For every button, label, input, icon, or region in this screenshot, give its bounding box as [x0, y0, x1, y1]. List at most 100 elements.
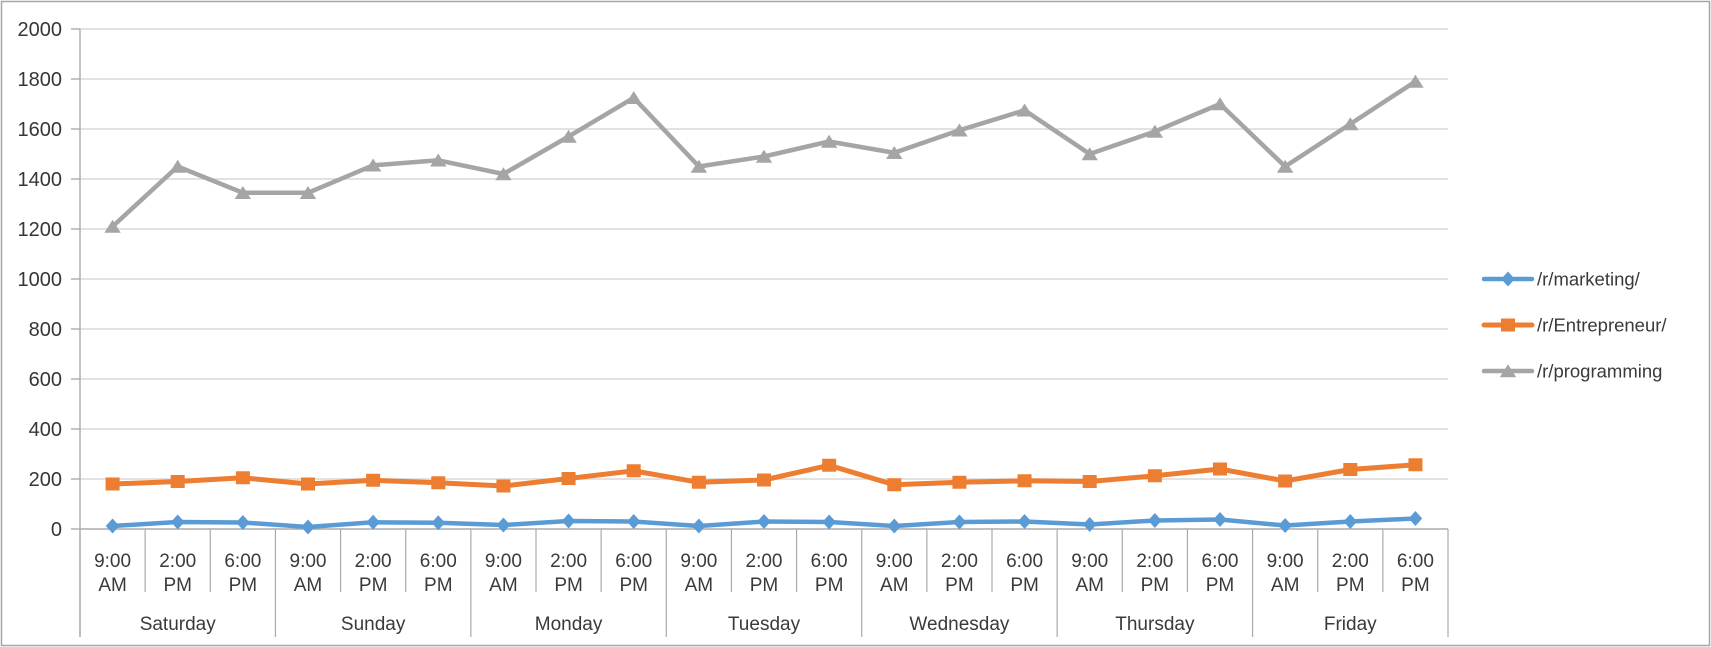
y-axis-tick-label: 1400: [18, 169, 63, 191]
category-separators: [79, 529, 1449, 637]
data-point: [887, 478, 902, 492]
data-point: [169, 159, 186, 173]
y-axis-tick-label: 1000: [18, 269, 63, 291]
y-axis-tick-label: 800: [29, 319, 62, 341]
time-tick-label: 9:00: [485, 551, 522, 572]
data-point: [105, 477, 120, 491]
time-tick-label: AM: [489, 575, 518, 596]
data-point: [952, 514, 967, 530]
legend-label-entrepreneur: /r/Entrepreneur/: [1537, 315, 1667, 336]
time-tick-label: PM: [815, 575, 844, 596]
time-tick-label: AM: [294, 575, 323, 596]
time-tick-label: PM: [554, 575, 583, 596]
time-tick-label: 2:00: [550, 551, 587, 572]
data-point: [822, 458, 837, 472]
time-tick-label: AM: [880, 575, 909, 596]
time-tick-label: PM: [1010, 575, 1039, 596]
data-point: [236, 515, 250, 530]
data-point: [1408, 458, 1423, 472]
data-point: [366, 514, 380, 530]
data-point: [1213, 462, 1227, 476]
time-tick-label: AM: [685, 575, 714, 596]
day-label: Sunday: [341, 614, 406, 635]
legend-label-marketing: /r/marketing/: [1537, 269, 1641, 290]
time-tick-label: AM: [1271, 575, 1300, 596]
data-point: [105, 518, 120, 534]
data-point: [1147, 469, 1162, 483]
data-point: [690, 159, 708, 173]
data-point: [691, 475, 706, 489]
time-tick-label: PM: [1401, 575, 1430, 596]
time-tick-label: 9:00: [876, 551, 913, 572]
day-label: Saturday: [140, 614, 217, 635]
gridlines: [80, 28, 1448, 480]
time-tick-label: 2:00: [941, 551, 978, 572]
data-point: [626, 464, 641, 478]
time-tick-label: 2:00: [1332, 551, 1369, 572]
time-tick-label: 2:00: [355, 551, 392, 572]
data-point: [1146, 124, 1164, 138]
time-tick-label: 6:00: [811, 551, 848, 572]
data-point: [1082, 475, 1097, 488]
data-point: [301, 477, 315, 491]
time-tick-label: 9:00: [1267, 551, 1304, 572]
data-point: [1408, 511, 1423, 526]
data-point: [1407, 74, 1424, 88]
data-point: [887, 518, 902, 534]
series-r-programming: [104, 74, 1424, 233]
data-point: [1211, 97, 1229, 111]
data-point: [625, 90, 642, 104]
data-point: [495, 167, 512, 181]
data-point: [364, 158, 382, 172]
data-point: [431, 515, 446, 531]
day-label: Monday: [535, 614, 603, 635]
data-point: [1148, 513, 1162, 528]
y-axis-tick-label: 600: [29, 369, 62, 391]
data-point: [1081, 147, 1098, 161]
data-point: [1343, 514, 1358, 529]
data-point: [299, 185, 317, 199]
time-tick-label: 2:00: [159, 551, 196, 572]
data-point: [431, 476, 446, 490]
time-tick-label: PM: [229, 575, 258, 596]
time-tick-label: PM: [1206, 575, 1235, 596]
y-axis-tick-label: 200: [29, 469, 62, 491]
time-tick-label: PM: [163, 575, 192, 596]
data-point: [1016, 103, 1033, 117]
time-tick-label: AM: [98, 575, 127, 596]
data-point: [886, 145, 903, 159]
data-point: [561, 472, 576, 485]
data-point: [755, 149, 773, 163]
data-point: [820, 134, 838, 148]
data-point: [1276, 159, 1294, 173]
y-axis-tick-label: 1800: [18, 69, 63, 91]
data-point: [234, 185, 252, 199]
time-tick-label: 6:00: [420, 551, 457, 572]
y-axis-tick-label: 0: [51, 519, 62, 541]
data-point: [1213, 512, 1227, 527]
time-tick-label: 6:00: [615, 551, 652, 572]
data-point: [366, 473, 381, 487]
series-r-marketing: [105, 511, 1423, 535]
square-marker-icon: [1501, 318, 1515, 332]
time-tick-label: PM: [945, 575, 974, 596]
time-tick-label: 2:00: [746, 551, 783, 572]
data-point: [1017, 514, 1032, 529]
time-tick-label: 9:00: [94, 551, 131, 572]
data-point: [952, 475, 967, 489]
data-point: [1343, 463, 1358, 476]
y-axis-tick-labels: 0 200 400 600 800 1000 1200 1400 1600 1800 2000: [18, 19, 63, 541]
time-tick-label: 6:00: [1006, 551, 1043, 572]
day-label: Wednesday: [909, 614, 1009, 635]
data-point: [560, 129, 577, 143]
data-point: [692, 518, 706, 534]
data-point: [822, 514, 836, 530]
time-tick-label: 9:00: [680, 551, 717, 572]
time-tick-label: PM: [359, 575, 388, 596]
data-point: [1082, 517, 1097, 532]
time-tick-label: PM: [424, 575, 453, 596]
data-point: [626, 514, 641, 529]
